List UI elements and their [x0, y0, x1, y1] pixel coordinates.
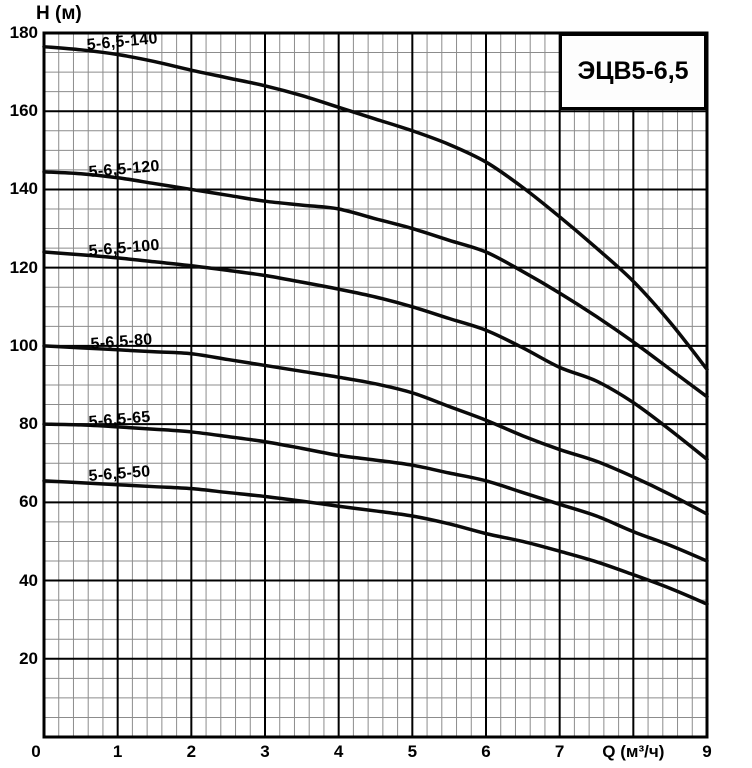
title-text: ЭЦВ5-6,5 — [577, 57, 689, 85]
x-tick-label: 5 — [407, 742, 418, 761]
x-tick-label: 2 — [186, 742, 197, 761]
y-tick-label: 180 — [9, 23, 38, 42]
pump-curve-0 — [42, 44, 709, 372]
y-tick-label: 60 — [19, 492, 38, 512]
y-tick-label: 20 — [19, 648, 38, 668]
x-tick-label: 3 — [260, 742, 270, 761]
y-tick-label: 40 — [19, 570, 38, 590]
y-axis-title: H (м) — [36, 3, 82, 24]
y-tick-label: 160 — [9, 101, 38, 121]
x-tick-label: 7 — [554, 742, 565, 761]
title-box: ЭЦВ5-6,5 — [559, 33, 707, 110]
x-tick-label: 0 — [31, 742, 41, 761]
pump-curve-3 — [42, 344, 709, 516]
x-tick-label: 9 — [702, 742, 712, 761]
plot-border — [42, 31, 709, 739]
y-tick-label: 80 — [19, 414, 38, 434]
pump-curve-2 — [42, 250, 709, 462]
pump-curve-5 — [42, 479, 709, 606]
y-tick-label: 140 — [9, 179, 38, 199]
grid-major — [44, 33, 707, 737]
x-tick-label: 1 — [112, 742, 123, 761]
x-tick-label: 4 — [333, 742, 344, 761]
x-tick-label: 6 — [481, 742, 491, 761]
pump-curve-4 — [42, 422, 709, 563]
y-tick-label: 100 — [9, 335, 38, 355]
pump-curve-1 — [42, 170, 709, 399]
x-tick-label: Q (м³/ч) — [602, 742, 665, 761]
grid-minor — [44, 33, 707, 737]
y-tick-label: 120 — [9, 257, 38, 277]
curves — [42, 44, 709, 606]
